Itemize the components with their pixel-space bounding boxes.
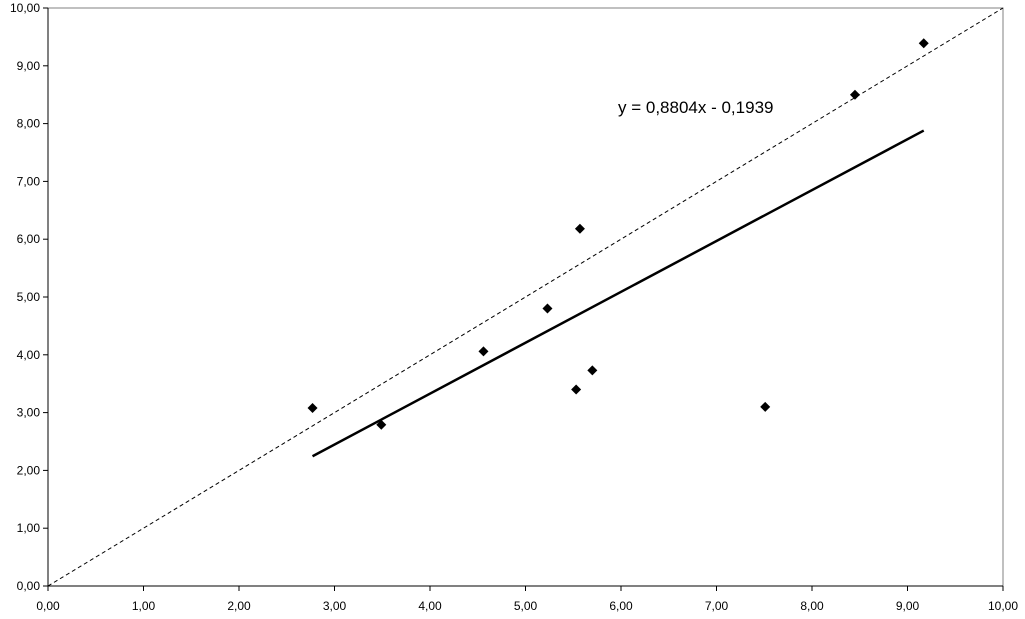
data-point [574,223,585,234]
plot-area [47,7,1004,587]
y-tick-label: 4,00 [17,348,41,362]
data-point [849,89,860,100]
y-tick-label: 1,00 [17,521,41,535]
y-tick-label: 5,00 [17,290,41,304]
x-tick-label: 9,00 [896,599,920,613]
x-tick-label: 6,00 [609,599,633,613]
data-point [760,401,771,412]
data-point [571,384,582,395]
data-points-layer [307,38,929,430]
x-tick-label: 5,00 [514,599,538,613]
x-tick-label: 1,00 [132,599,156,613]
x-tick-label: 7,00 [705,599,729,613]
data-point [307,402,318,413]
y-tick-label: 2,00 [17,463,41,477]
y-tick-label: 9,00 [17,59,41,73]
trendline-equation-label: y = 0,8804x - 0,1939 [618,98,773,117]
x-tick-label: 4,00 [418,599,442,613]
x-tick-label: 10,00 [988,599,1018,613]
y-tick-label: 8,00 [17,117,41,131]
x-tick-label: 8,00 [800,599,824,613]
y-ticks-layer: 0,00 1,00 2,00 3,00 4,00 5,00 6,00 7,00 8,00 9,00… [10,1,48,593]
y-tick-label: 0,00 [17,579,41,593]
x-tick-label: 3,00 [323,599,347,613]
y-tick-label: 3,00 [17,406,41,420]
y-tick-label: 6,00 [17,232,41,246]
x-ticks-layer: 0,00 1,00 2,00 3,00 4,00 5,00 6,00 7,00 8,00 9,00… [36,586,1018,613]
data-point [587,365,598,376]
trendline-layer [311,129,925,458]
data-point [376,419,387,430]
data-point [478,346,489,357]
y-tick-label: 10,00 [10,1,40,15]
y-tick-label: 7,00 [17,174,41,188]
trendline [311,129,925,458]
x-tick-label: 2,00 [227,599,251,613]
data-point [918,38,929,49]
x-tick-label: 0,00 [36,599,60,613]
data-point [542,303,553,314]
